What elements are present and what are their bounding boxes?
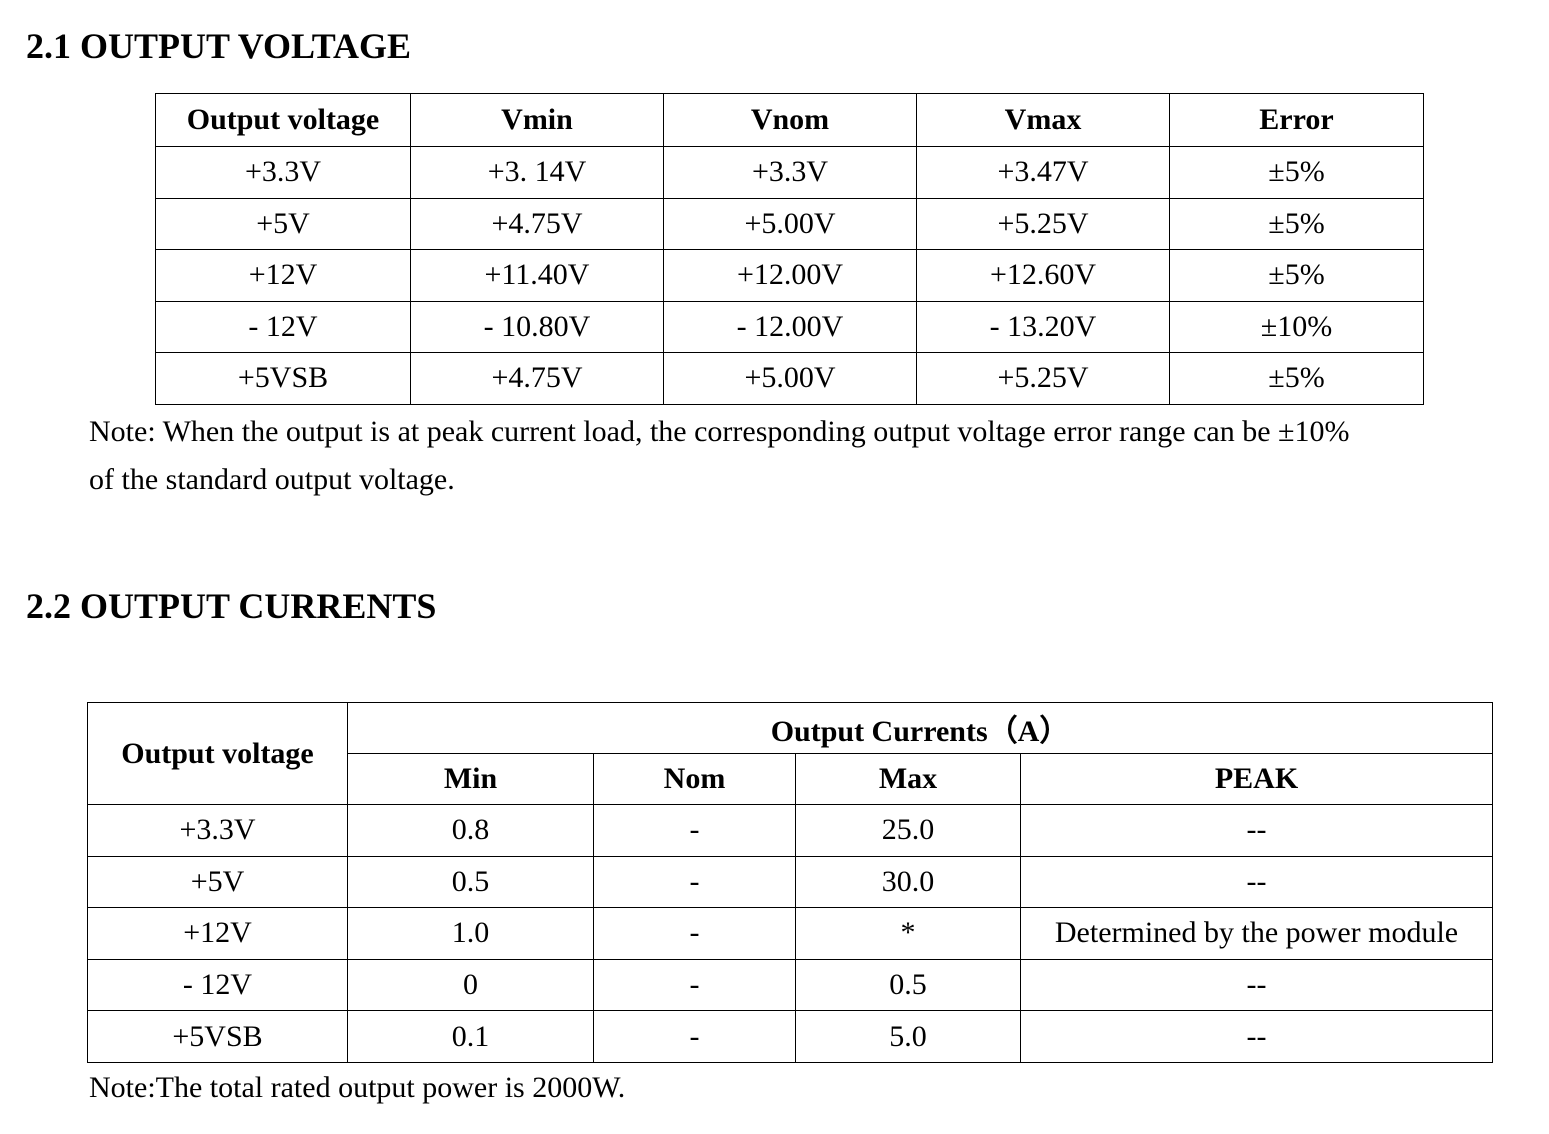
table-cell: -- <box>1019 958 1494 1012</box>
table-cell: ±10% <box>1169 300 1424 353</box>
table-cell: ±5% <box>1169 197 1424 250</box>
table-row: - 12V 0-0.5 -- <box>87 958 1494 1012</box>
table-cell: +3.3V <box>663 146 917 199</box>
header-row: Output voltage Vmin Vnom Vmax Error <box>155 93 1424 147</box>
table-cell: +5.00V <box>663 352 917 405</box>
header-cell: Vnom <box>663 93 917 147</box>
table-cell: 0.1 <box>347 1010 594 1063</box>
table-row: +5VSB +4.75V +5.00V +5.25V ±5% <box>155 352 1424 405</box>
header-cell: Nom <box>593 753 796 805</box>
table-row: +3.3V +3. 14V +3.3V +3.47V ±5% <box>155 146 1424 199</box>
voltage-table: Output voltage Vmin Vnom Vmax Error +3.3V +3. … <box>155 93 1424 405</box>
table-cell: +12.60V <box>916 249 1170 302</box>
table-cell: 0.5 <box>347 855 594 909</box>
table-cell: - <box>593 907 796 960</box>
table-cell: +5VSB <box>87 1010 348 1063</box>
table-cell: - 13.20V <box>916 300 1170 353</box>
table-cell: 0.5 <box>795 958 1021 1012</box>
table-cell: - 10.80V <box>410 300 664 353</box>
header-row: Output voltage Output Currents（A） <box>87 702 1494 805</box>
table-cell: 1.0 <box>347 907 594 960</box>
table-cell: +5.25V <box>916 352 1170 405</box>
table-cell: 30.0 <box>795 855 1021 909</box>
header-cell: Max <box>795 753 1021 805</box>
table-row: +12V 1.0- * Determined by the power module <box>87 907 1494 960</box>
table-cell: 5.0 <box>795 1010 1021 1063</box>
table-cell: +12V <box>155 249 411 302</box>
table-cell: +4.75V <box>410 352 664 405</box>
current-table: Output voltage Output Currents（A） Min Nom Ma… <box>87 702 1494 1063</box>
table-cell: +5.00V <box>663 197 917 250</box>
table-row: +3.3V 0.8-25.0 -- <box>87 804 1494 857</box>
table-cell: -- <box>1019 855 1494 909</box>
note: Note:The total rated output power is 200… <box>89 1071 626 1104</box>
table-cell: +3. 14V <box>410 146 664 199</box>
table-cell: 0 <box>347 958 594 1012</box>
note-line: of the standard output voltage. <box>89 463 455 496</box>
note-line: Note: When the output is at peak current… <box>89 415 1350 448</box>
header-cell: Vmin <box>410 93 664 147</box>
table-cell: * <box>795 907 1021 960</box>
table-cell: - <box>593 804 796 857</box>
table-cell: ±5% <box>1169 146 1424 199</box>
table-cell: - <box>593 855 796 909</box>
table-cell: 0.8 <box>347 804 594 857</box>
table-cell: +12V <box>87 907 348 960</box>
header-cell: Error <box>1169 93 1424 147</box>
table-cell: +5VSB <box>155 352 411 405</box>
header-row: Min Nom Max PEAK <box>88 753 1494 805</box>
note: Note: When the output is at peak current… <box>89 408 1350 504</box>
section-title: 2.2 OUTPUT CURRENTS <box>26 586 437 626</box>
table-cell: +11.40V <box>410 249 664 302</box>
section-title: 2.1 OUTPUT VOLTAGE <box>26 26 412 66</box>
header-cell: Vmax <box>916 93 1170 147</box>
table-cell: +5V <box>155 197 411 250</box>
table-cell: - <box>593 958 796 1012</box>
header-cell: Output voltage <box>87 702 348 805</box>
table-cell: +5.25V <box>916 197 1170 250</box>
table-cell: +5V <box>87 855 348 909</box>
table-row: +12V +11.40V +12.00V +12.60V ±5% <box>155 249 1424 302</box>
table-cell: -- <box>1019 804 1494 857</box>
table-cell: -- <box>1019 1010 1494 1063</box>
table-cell: 25.0 <box>795 804 1021 857</box>
table-cell: +3.47V <box>916 146 1170 199</box>
table-cell: +4.75V <box>410 197 664 250</box>
table-row: +5VSB 0.1-5.0 -- <box>87 1010 1494 1063</box>
group-header: Output Currents（A） <box>346 702 1494 754</box>
table-row: +5V 0.5-30.0 -- <box>87 855 1494 909</box>
header-cell: Output voltage <box>155 93 411 147</box>
table-cell: +12.00V <box>663 249 917 302</box>
table-cell: ±5% <box>1169 352 1424 405</box>
table-cell: - <box>593 1010 796 1063</box>
table-cell: ±5% <box>1169 249 1424 302</box>
table-cell: +3.3V <box>87 804 348 857</box>
table-row: +5V +4.75V +5.00V +5.25V ±5% <box>155 197 1424 250</box>
header-cell: Min <box>347 753 594 805</box>
table-cell: - 12V <box>155 300 411 353</box>
table-cell: Determined by the power module <box>1019 907 1494 960</box>
table-cell: - 12V <box>87 958 348 1012</box>
table-cell: +3.3V <box>155 146 411 199</box>
table-row: - 12V - 10.80V - 12.00V - 13.20V ±10% <box>155 300 1424 353</box>
table-cell: - 12.00V <box>663 300 917 353</box>
header-cell: PEAK <box>1019 753 1494 805</box>
